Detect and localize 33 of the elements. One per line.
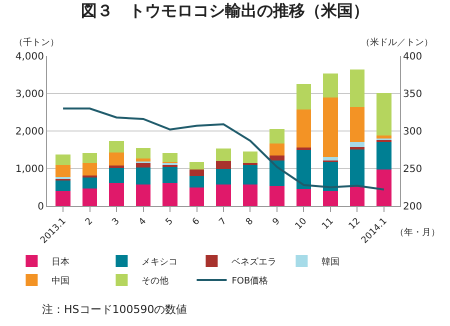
- y-tick-label: 1,000: [15, 164, 44, 175]
- x-tick-label: 12: [347, 216, 363, 232]
- x-tick-label: 6: [190, 216, 202, 228]
- x-tick-label: 11: [320, 216, 336, 232]
- legend-label: 韓国: [322, 256, 340, 268]
- x-tick-label: 2: [84, 216, 96, 228]
- legend-label: FOB価格: [232, 276, 268, 287]
- y2-tick-label: 250: [403, 164, 422, 175]
- legend-label: ベネズエラ: [232, 256, 277, 268]
- y-tick-label: 2,000: [15, 126, 44, 138]
- x-tick-label: 10: [294, 216, 310, 232]
- x-tick-label: 5: [164, 216, 176, 228]
- x-tick-label: 4: [137, 216, 149, 228]
- y2-axis-title: （米ドル／トン）: [361, 37, 433, 48]
- x-tick-label: 7: [218, 216, 229, 228]
- x-tick-label: 3: [110, 216, 122, 228]
- legend-label: メキシコ: [142, 258, 178, 268]
- y-axis-title: （千トン）: [14, 37, 59, 48]
- x-tick-label: 9: [271, 216, 282, 228]
- y-tick-label: 0: [38, 202, 44, 212]
- y2-tick-label: 350: [403, 89, 422, 100]
- y2-tick-label: 200: [403, 202, 422, 212]
- y2-tick-label: 400: [403, 52, 422, 62]
- y-tick-label: 4,000: [15, 52, 44, 62]
- legend-label: 中国: [52, 276, 70, 287]
- chart-title: 図３ トウモロコシ輸出の推移（米国）: [81, 1, 369, 20]
- text: 注：HSコード100590の数値: [42, 303, 188, 316]
- x-tick-label: 8: [244, 216, 256, 228]
- x-axis-title: （年・月）: [395, 227, 440, 238]
- legend-label: その他: [142, 276, 169, 287]
- legend-label: 日本: [52, 256, 70, 268]
- y2-tick-label: 300: [403, 126, 422, 138]
- y-tick-label: 3,000: [15, 89, 44, 100]
